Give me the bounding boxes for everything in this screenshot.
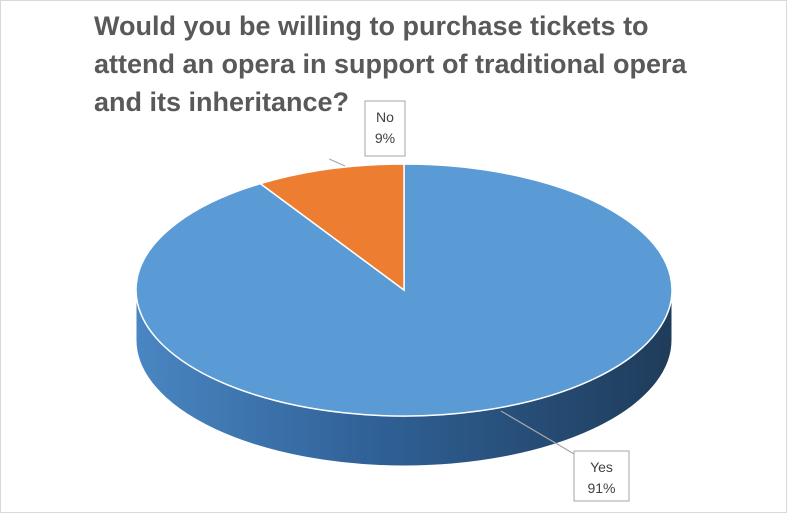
leader-line-yes xyxy=(500,410,587,462)
data-label-category-yes: Yes xyxy=(590,459,613,475)
chart-title: Would you be willing to purchase tickets… xyxy=(94,11,687,117)
data-label-value-no: 9% xyxy=(375,130,395,146)
data-label-value-yes: 91% xyxy=(587,480,615,496)
data-label-box-yes xyxy=(573,450,630,502)
data-label-category-no: No xyxy=(376,109,394,125)
leader-line-no xyxy=(328,158,346,167)
data-label-box-no xyxy=(364,100,406,157)
pie-slice-no xyxy=(258,163,405,292)
